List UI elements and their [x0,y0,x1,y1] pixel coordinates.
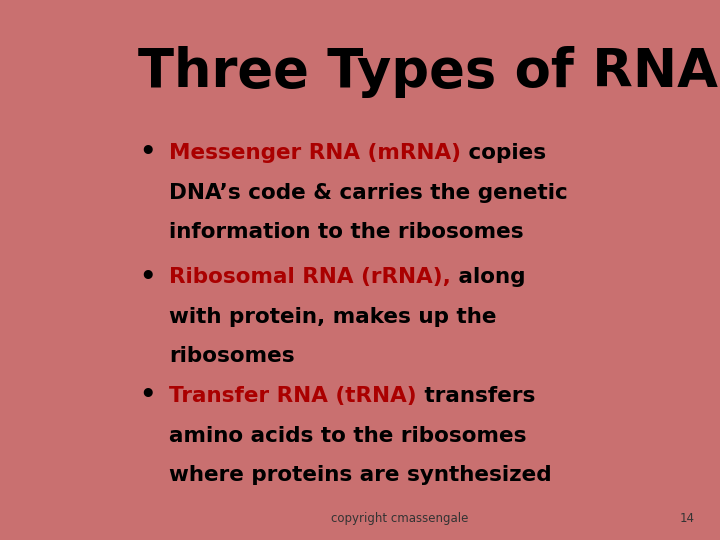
Text: DNA’s code & carries the genetic: DNA’s code & carries the genetic [169,183,568,202]
Text: copyright cmassengale: copyright cmassengale [331,512,468,525]
Text: •: • [140,265,156,291]
Text: amino acids to the ribosomes: amino acids to the ribosomes [169,426,527,446]
Text: Messenger RNA (mRNA): Messenger RNA (mRNA) [169,143,462,163]
Text: information to the ribosomes: information to the ribosomes [169,222,524,242]
Text: Ribosomal RNA (rRNA),: Ribosomal RNA (rRNA), [169,267,451,287]
Text: Three Types of RNA: Three Types of RNA [138,46,719,98]
Text: •: • [140,140,156,166]
Text: along: along [451,267,526,287]
Text: ribosomes: ribosomes [169,346,294,366]
Text: Transfer RNA (tRNA): Transfer RNA (tRNA) [169,386,417,406]
Text: where proteins are synthesized: where proteins are synthesized [169,465,552,485]
Text: 14: 14 [680,512,695,525]
Text: with protein, makes up the: with protein, makes up the [169,307,497,327]
Text: transfers: transfers [417,386,535,406]
Text: •: • [140,383,156,409]
Text: copies: copies [462,143,546,163]
